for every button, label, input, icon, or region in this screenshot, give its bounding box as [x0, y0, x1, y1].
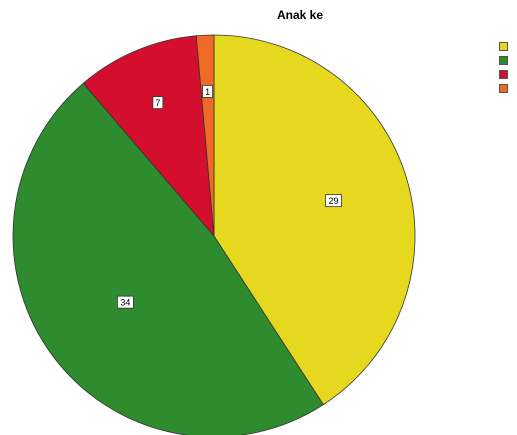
- pie-slice: [82, 35, 215, 238]
- data-label: 7: [152, 96, 164, 110]
- legend-swatch: [499, 83, 508, 93]
- svg-text:1: 1: [205, 87, 210, 97]
- legend-swatch: [499, 55, 508, 65]
- legend-item: [499, 82, 511, 94]
- legend-item: [499, 54, 511, 66]
- data-label: 1: [202, 85, 213, 98]
- svg-text:7: 7: [155, 98, 160, 108]
- legend-swatch: [499, 41, 508, 51]
- legend-item: [499, 40, 511, 52]
- svg-text:29: 29: [328, 196, 338, 206]
- data-label: 29: [325, 194, 342, 208]
- data-label: 34: [117, 295, 134, 309]
- svg-text:34: 34: [120, 298, 130, 308]
- chart-title: Anak ke: [276, 8, 324, 22]
- legend: [499, 40, 511, 96]
- pie-slice: [213, 34, 416, 406]
- legend-swatch: [499, 69, 508, 79]
- legend-item: [499, 68, 511, 80]
